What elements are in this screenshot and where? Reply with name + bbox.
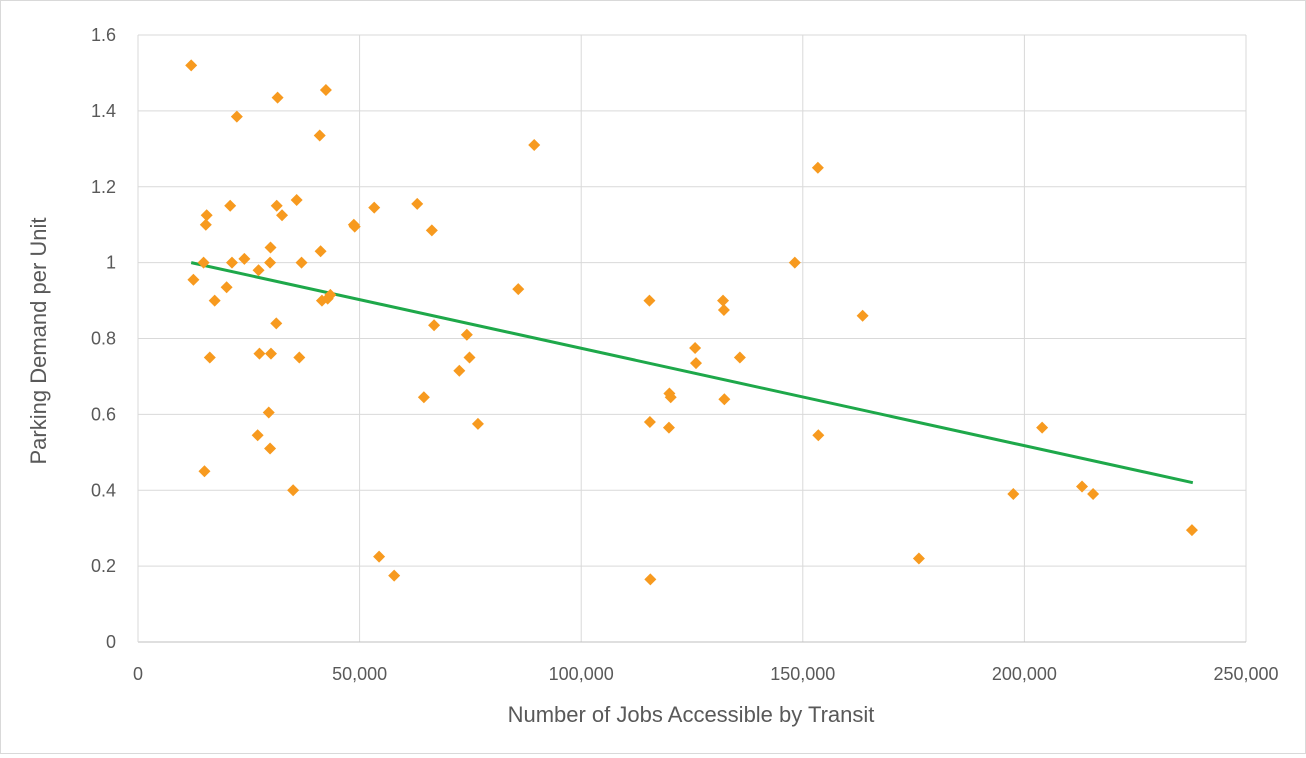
x-tick-label: 0: [133, 664, 143, 684]
scatter-point: [324, 288, 337, 301]
scatter-point: [264, 241, 277, 254]
scatter-point: [230, 110, 243, 123]
y-tick-label: 0: [106, 632, 116, 652]
scatter-point: [252, 264, 265, 277]
scatter-point: [644, 573, 657, 586]
x-axis-title: Number of Jobs Accessible by Transit: [508, 702, 875, 727]
axes: [137, 35, 1246, 643]
scatter-point: [264, 442, 277, 455]
data-points: [185, 59, 1198, 586]
x-tick-label: 50,000: [332, 664, 387, 684]
scatter-point: [388, 569, 401, 582]
scatter-point: [199, 218, 212, 231]
scatter-point: [718, 393, 731, 406]
scatter-point: [1007, 488, 1020, 501]
scatter-point: [264, 256, 277, 269]
gridlines: [138, 34, 1247, 642]
scatter-point: [1185, 524, 1198, 537]
x-tick-label: 200,000: [992, 664, 1057, 684]
scatter-point: [264, 347, 277, 360]
scatter-point: [271, 91, 284, 104]
scatter-point: [203, 351, 216, 364]
scatter-point: [295, 256, 308, 269]
scatter-point: [270, 199, 283, 212]
scatter-point: [290, 194, 303, 207]
scatter-point: [368, 201, 381, 214]
x-tick-label: 150,000: [770, 664, 835, 684]
tick-labels: 0 0.2 0.4 0.6 0.8 1 1.2 1.4 1.6 0 50,000 100,000 150…: [91, 25, 1279, 684]
scatter-point: [270, 317, 283, 330]
scatter-point: [912, 552, 925, 565]
scatter-point: [251, 429, 264, 442]
scatter-point: [812, 429, 825, 442]
scatter-point: [314, 245, 327, 258]
scatter-point: [208, 294, 221, 307]
scatter-point: [643, 294, 656, 307]
linear-trendline: [190, 261, 1194, 485]
scatter-point: [717, 294, 730, 307]
scatter-point: [220, 281, 233, 294]
scatter-point: [224, 199, 237, 212]
y-tick-label: 0.6: [91, 404, 116, 424]
scatter-point: [225, 256, 238, 269]
scatter-point: [276, 209, 289, 222]
scatter-point: [460, 328, 473, 341]
scatter-point: [1036, 421, 1049, 434]
scatter-point: [689, 341, 702, 354]
scatter-point: [856, 309, 869, 322]
scatter-point: [1076, 480, 1089, 493]
scatter-point: [262, 406, 275, 419]
y-tick-label: 1: [106, 253, 116, 273]
scatter-point: [411, 197, 424, 210]
y-axis-title: Parking Demand per Unit: [26, 217, 51, 464]
scatter-point: [463, 351, 476, 364]
y-tick-label: 1.4: [91, 101, 116, 121]
scatter-point: [287, 484, 300, 497]
y-tick-label: 0.4: [91, 480, 116, 500]
scatter-point: [253, 347, 266, 360]
scatter-point: [200, 209, 213, 222]
y-tick-label: 1.2: [91, 177, 116, 197]
scatter-point: [293, 351, 306, 364]
scatter-point: [664, 391, 677, 404]
scatter-point: [198, 465, 211, 478]
y-tick-label: 0.8: [91, 329, 116, 349]
scatter-point: [788, 256, 801, 269]
y-tick-label: 0.2: [91, 556, 116, 576]
scatter-point: [425, 224, 438, 237]
y-tick-label: 1.6: [91, 25, 116, 45]
trendline-layer: [190, 261, 1194, 485]
scatter-point: [185, 59, 198, 72]
scatter-point: [417, 391, 430, 404]
scatter-point: [528, 139, 541, 152]
scatter-point: [373, 550, 386, 563]
scatter-point: [662, 421, 675, 434]
scatter-point: [512, 283, 525, 296]
scatter-point: [689, 357, 702, 370]
x-tick-label: 250,000: [1213, 664, 1278, 684]
scatter-point: [428, 319, 441, 332]
scatter-point: [319, 84, 332, 97]
scatter-point: [811, 161, 824, 174]
scatter-point: [1087, 488, 1100, 501]
scatter-point: [187, 273, 200, 286]
scatter-point: [733, 351, 746, 364]
scatter-point: [238, 252, 251, 265]
scatter-point: [313, 129, 326, 142]
scatter-point: [197, 256, 210, 269]
scatter-point: [348, 220, 361, 233]
scatter-point: [453, 364, 466, 377]
scatter-point: [471, 417, 484, 430]
scatter-point: [643, 415, 656, 428]
x-tick-label: 100,000: [549, 664, 614, 684]
scatter-point: [717, 304, 730, 317]
